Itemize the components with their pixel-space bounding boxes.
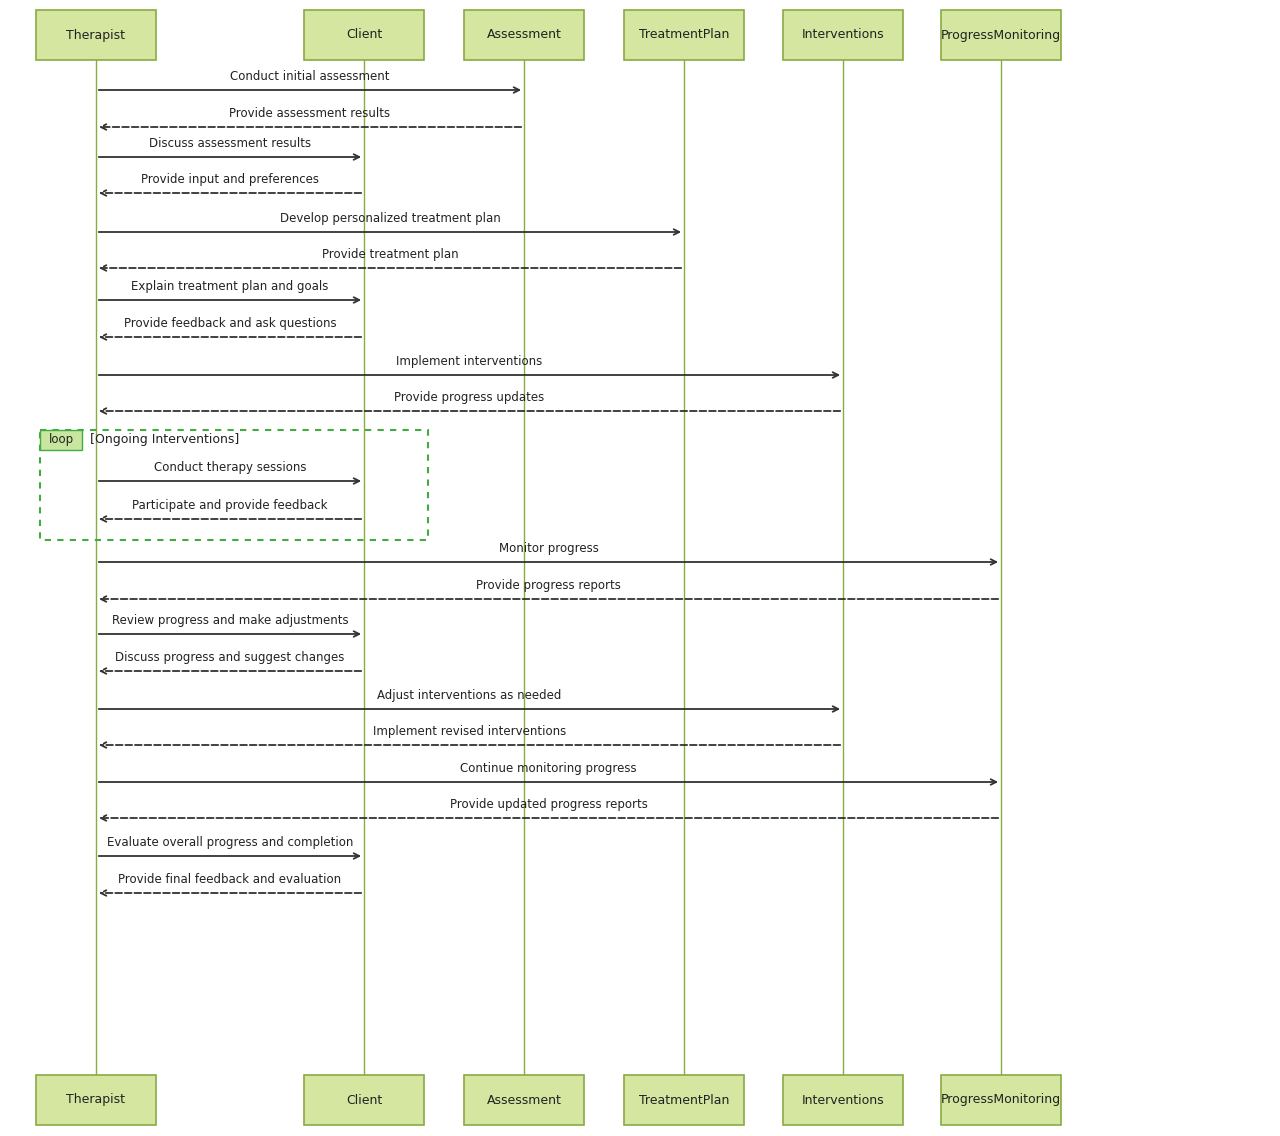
Text: Interventions: Interventions — [801, 1094, 884, 1106]
Bar — [625, 1075, 744, 1125]
Bar — [783, 10, 902, 60]
Text: ProgressMonitoring: ProgressMonitoring — [941, 28, 1061, 42]
Text: Review progress and make adjustments: Review progress and make adjustments — [111, 613, 348, 627]
Text: TreatmentPlan: TreatmentPlan — [639, 1094, 730, 1106]
Text: Conduct initial assessment: Conduct initial assessment — [230, 70, 389, 83]
Text: Client: Client — [346, 1094, 383, 1106]
Text: Implement interventions: Implement interventions — [397, 354, 543, 368]
Text: Conduct therapy sessions: Conduct therapy sessions — [154, 461, 306, 474]
Bar — [40, 431, 82, 450]
Bar — [783, 1075, 902, 1125]
Text: Evaluate overall progress and completion: Evaluate overall progress and completion — [106, 836, 353, 849]
Bar — [36, 1075, 156, 1125]
Text: Develop personalized treatment plan: Develop personalized treatment plan — [279, 212, 500, 225]
Text: Provide assessment results: Provide assessment results — [229, 107, 390, 120]
Text: Adjust interventions as needed: Adjust interventions as needed — [378, 690, 562, 702]
Bar — [305, 10, 424, 60]
Bar — [305, 1075, 424, 1125]
Text: Client: Client — [346, 28, 383, 42]
Bar — [625, 10, 744, 60]
Text: Provide progress updates: Provide progress updates — [394, 391, 544, 404]
Text: Assessment: Assessment — [486, 28, 562, 42]
Text: Continue monitoring progress: Continue monitoring progress — [461, 762, 637, 775]
Bar — [465, 1075, 584, 1125]
Text: Provide final feedback and evaluation: Provide final feedback and evaluation — [119, 872, 342, 886]
Text: Provide input and preferences: Provide input and preferences — [141, 173, 319, 186]
Text: Provide feedback and ask questions: Provide feedback and ask questions — [124, 317, 337, 329]
Text: Assessment: Assessment — [486, 1094, 562, 1106]
Text: Interventions: Interventions — [801, 28, 884, 42]
Bar — [36, 10, 156, 60]
Text: Discuss assessment results: Discuss assessment results — [148, 137, 311, 150]
Text: Provide progress reports: Provide progress reports — [476, 579, 621, 592]
Bar — [40, 431, 428, 540]
Text: Therapist: Therapist — [67, 28, 125, 42]
Text: Therapist: Therapist — [67, 1094, 125, 1106]
Text: Participate and provide feedback: Participate and provide feedback — [132, 499, 328, 512]
Bar — [941, 1075, 1061, 1125]
Bar — [941, 10, 1061, 60]
Text: Discuss progress and suggest changes: Discuss progress and suggest changes — [115, 651, 344, 665]
Text: Implement revised interventions: Implement revised interventions — [372, 725, 566, 738]
Text: [Ongoing Interventions]: [Ongoing Interventions] — [90, 434, 239, 446]
Text: loop: loop — [49, 434, 73, 446]
Text: Monitor progress: Monitor progress — [499, 542, 599, 556]
Bar — [465, 10, 584, 60]
Text: Provide updated progress reports: Provide updated progress reports — [449, 797, 648, 811]
Text: Provide treatment plan: Provide treatment plan — [321, 248, 458, 261]
Text: ProgressMonitoring: ProgressMonitoring — [941, 1094, 1061, 1106]
Text: Explain treatment plan and goals: Explain treatment plan and goals — [132, 279, 329, 293]
Text: TreatmentPlan: TreatmentPlan — [639, 28, 730, 42]
